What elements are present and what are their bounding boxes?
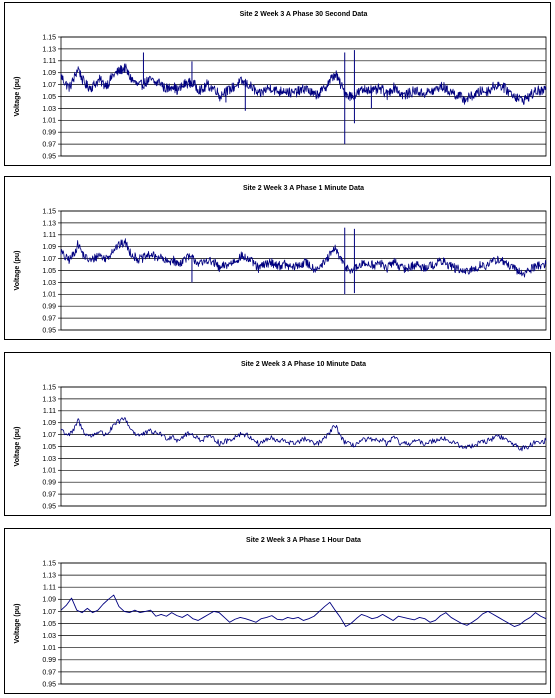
y-tick-label: 0.99 (42, 130, 56, 137)
y-tick-label: 1.01 (42, 118, 56, 125)
y-tick-label: 1.13 (42, 220, 56, 227)
y-axis-label: Voltage (pu) (14, 77, 21, 117)
series-line (60, 63, 547, 105)
y-tick-label: 1.13 (42, 573, 56, 580)
y-tick-label: 1.05 (42, 268, 56, 275)
y-tick-label: 1.05 (42, 94, 56, 101)
y-tick-label: 1.13 (42, 396, 56, 403)
y-tick-label: 1.11 (43, 585, 56, 592)
plot-area (60, 210, 547, 331)
chart-panel-30-second: Site 2 Week 3 A Phase 30 Second Data 1.15… (4, 2, 551, 166)
y-tick-label: 1.09 (42, 70, 56, 77)
y-tick-label: 0.97 (42, 669, 56, 676)
y-tick-label: 1.13 (42, 46, 56, 53)
chart-svg-1-hour: Site 2 Week 3 A Phase 1 Hour Data 1.15 1.1… (14, 537, 547, 688)
plot-area (60, 386, 547, 507)
series-line (60, 417, 547, 452)
plot-area (60, 562, 547, 685)
y-tick-label: 1.03 (42, 106, 56, 113)
y-tick-label: 0.95 (42, 327, 56, 334)
y-tick-label: 0.99 (42, 304, 56, 311)
y-tick-label: 1.01 (42, 292, 56, 299)
y-tick-label: 1.15 (42, 560, 56, 567)
y-tick-label: 0.97 (42, 492, 56, 499)
y-tick-label: 1.11 (43, 58, 56, 65)
plot-area (60, 36, 547, 157)
y-tick-label: 1.03 (42, 456, 56, 463)
series-line (60, 594, 547, 627)
y-tick-label: 1.05 (42, 444, 56, 451)
chart-svg-10-minute: Site 2 Week 3 A Phase 10 Minute Data 1.15… (14, 361, 547, 510)
series-line (60, 238, 547, 278)
y-axis-label: Voltage (pu) (14, 427, 21, 467)
y-tick-label: 1.01 (42, 468, 56, 475)
chart-svg-30-second: Site 2 Week 3 A Phase 30 Second Data 1.15… (14, 11, 547, 160)
y-tick-label: 1.07 (42, 256, 56, 263)
y-tick-label: 1.15 (42, 34, 56, 41)
y-tick-label: 1.15 (42, 384, 56, 391)
chart-title: Site 2 Week 3 A Phase 1 Hour Data (246, 537, 361, 544)
y-tick-label: 1.07 (42, 432, 56, 439)
y-tick-label: 1.05 (42, 621, 56, 628)
y-axis-label: Voltage (pu) (14, 604, 21, 644)
y-tick-label: 0.95 (42, 153, 56, 160)
chart-panel-1-hour: Site 2 Week 3 A Phase 1 Hour Data 1.15 1.1… (4, 528, 551, 694)
y-tick-label: 0.95 (42, 503, 56, 510)
y-tick-label: 1.09 (42, 244, 56, 251)
y-tick-label: 1.03 (42, 633, 56, 640)
y-tick-label: 1.15 (42, 208, 56, 215)
y-tick-label: 0.99 (42, 480, 56, 487)
chart-svg-1-minute: Site 2 Week 3 A Phase 1 Minute Data 1.15 1… (14, 185, 547, 334)
y-tick-label: 0.97 (42, 316, 56, 323)
y-tick-label: 1.07 (42, 82, 56, 89)
y-tick-label: 1.09 (42, 597, 56, 604)
chart-title: Site 2 Week 3 A Phase 1 Minute Data (243, 185, 364, 192)
y-axis-label: Voltage (pu) (14, 251, 21, 291)
y-tick-label: 1.07 (42, 609, 56, 616)
chart-panel-10-minute: Site 2 Week 3 A Phase 10 Minute Data 1.15… (4, 352, 551, 516)
y-tick-label: 0.97 (42, 142, 56, 149)
y-tick-label: 0.99 (42, 657, 56, 664)
chart-title: Site 2 Week 3 A Phase 30 Second Data (240, 11, 368, 18)
y-tick-label: 1.01 (42, 645, 56, 652)
y-tick-label: 1.11 (43, 232, 56, 239)
chart-title: Site 2 Week 3 A Phase 10 Minute Data (241, 361, 366, 368)
y-tick-label: 0.95 (42, 681, 56, 688)
y-tick-label: 1.11 (43, 408, 56, 415)
y-tick-label: 1.03 (42, 280, 56, 287)
chart-panel-1-minute: Site 2 Week 3 A Phase 1 Minute Data 1.15 1… (4, 176, 551, 340)
y-tick-label: 1.09 (42, 420, 56, 427)
